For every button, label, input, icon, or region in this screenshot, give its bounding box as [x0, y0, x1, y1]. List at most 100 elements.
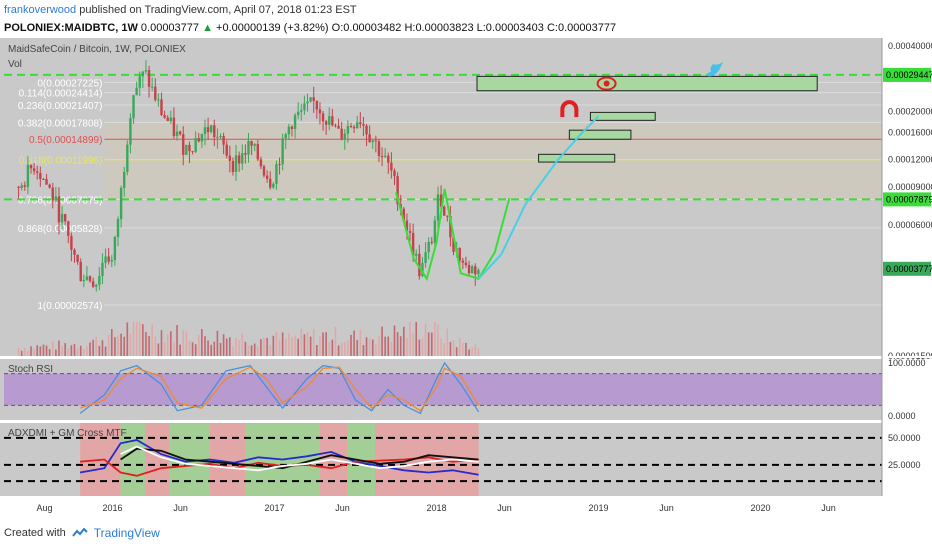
volume-bar — [241, 333, 244, 356]
volume-bar — [101, 340, 104, 356]
footer: Created with TradingView — [4, 526, 160, 540]
candle-body — [54, 196, 58, 201]
volume-bar — [244, 341, 247, 356]
projection-green-curve — [395, 188, 511, 282]
candle-body — [424, 252, 427, 264]
volume-bar — [222, 334, 225, 356]
candle-body — [200, 133, 204, 142]
volume-bar — [98, 345, 101, 356]
volume-bar — [449, 342, 452, 356]
candle-body — [278, 164, 281, 166]
candle-body — [256, 144, 259, 160]
price-tick-label: 0.00012000 — [888, 155, 932, 165]
volume-bar — [269, 345, 272, 356]
volume-bar — [182, 330, 185, 356]
volume-bar — [458, 338, 461, 356]
volume-bar — [170, 331, 172, 356]
candle-body — [36, 171, 39, 173]
candle-body — [442, 206, 446, 216]
volume-bar — [132, 322, 135, 356]
candle-body — [154, 86, 157, 100]
volume-bar — [86, 346, 88, 356]
candle-body — [331, 116, 334, 126]
volume-bar — [176, 325, 178, 356]
candle-body — [474, 266, 477, 275]
candle-body — [73, 249, 76, 255]
volume-bar — [70, 345, 73, 356]
volume-bar — [58, 340, 60, 356]
volume-bar — [157, 343, 160, 356]
candle-body — [182, 134, 185, 155]
price-label-bg — [883, 67, 931, 82]
volume-bar — [446, 328, 449, 356]
candle-body — [346, 126, 350, 134]
candle-body — [458, 247, 461, 261]
chart-title: MaidSafeCoin / Bitcoin, 1W, POLONIEX — [8, 44, 186, 55]
candle-body — [138, 76, 141, 88]
volume-bar — [250, 345, 253, 356]
volume-bar — [365, 337, 368, 356]
candle-body — [228, 155, 232, 161]
volume-bar — [381, 326, 383, 356]
volume-bar — [61, 346, 63, 356]
adx-title: ADXDMI + GM Cross MTF — [8, 428, 127, 439]
chart-canvas[interactable]: 0(0.00027225)0.114(0.00024414)0.236(0.00… — [0, 38, 932, 516]
price-tick-label: 0.00020000 — [888, 106, 932, 116]
candle-body — [48, 184, 51, 188]
candle-body — [418, 253, 421, 277]
candle-body — [206, 127, 210, 133]
volume-bar — [76, 348, 79, 356]
volume-bar — [207, 340, 209, 356]
volume-bar — [312, 328, 315, 356]
up-arrow-icon: ▲ — [202, 22, 213, 34]
candle-body — [324, 121, 328, 125]
candle-body — [175, 131, 179, 136]
volume-bar — [55, 349, 57, 356]
candle-body — [464, 262, 468, 265]
volume-bar — [347, 340, 349, 356]
volume-bar — [406, 338, 408, 356]
candle-body — [166, 117, 169, 122]
candle-body — [126, 144, 129, 172]
candle-body — [250, 141, 253, 146]
volume-bar — [278, 339, 281, 356]
volume-bar — [225, 338, 228, 356]
time-axis-bg — [0, 496, 882, 516]
symbol-name: POLONIEX:MAIDBTC, 1W — [4, 22, 138, 34]
last-price: 0.00003777 — [140, 22, 200, 34]
candle-body — [135, 87, 138, 96]
time-tick-label: Jun — [821, 503, 836, 513]
candle-body — [430, 241, 433, 243]
candle-body — [107, 256, 110, 262]
candle-body — [76, 254, 79, 262]
candle-body — [104, 256, 107, 263]
volume-bar — [266, 337, 268, 356]
fib-label: 1(0.00002574) — [37, 301, 102, 312]
volume-bar — [384, 336, 386, 356]
fib-label: 0.236(0.00021407) — [18, 101, 103, 112]
candle-body — [415, 253, 418, 256]
volume-bar — [235, 338, 237, 356]
candle-body — [427, 241, 430, 253]
time-tick-label: 2018 — [427, 503, 447, 513]
volume-bar — [213, 341, 216, 356]
candle-body — [132, 95, 135, 119]
candle-body — [57, 196, 61, 223]
volume-bar — [148, 335, 150, 356]
publish-info: published on TradingView.com, April 07, … — [79, 4, 357, 16]
candle-body — [157, 99, 160, 101]
candle-body — [275, 164, 278, 184]
tradingview-brand[interactable]: TradingView — [93, 526, 160, 540]
candle-body — [26, 164, 30, 187]
candle-body — [287, 126, 291, 135]
candle-body — [300, 110, 303, 112]
candle-body — [110, 259, 113, 262]
volume-bar — [353, 330, 355, 356]
volume-bar — [17, 347, 20, 356]
volume-bar — [322, 332, 324, 356]
candle-body — [402, 208, 406, 221]
volume-bar — [443, 342, 445, 356]
volume-bar — [418, 339, 421, 356]
author-link[interactable]: frankoverwood — [4, 4, 77, 16]
volume-bar — [216, 330, 219, 356]
